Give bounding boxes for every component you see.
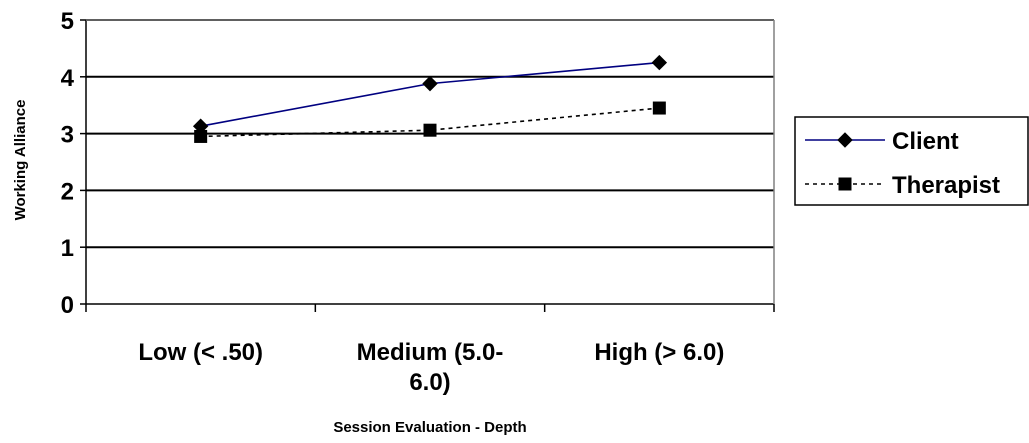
client-point	[422, 75, 438, 92]
x-tick-label: High (> 6.0)	[594, 339, 724, 366]
y-tick-label: 3	[61, 122, 74, 149]
x-tick-label: Medium (5.0-6.0)	[357, 339, 504, 396]
series	[192, 54, 668, 143]
therapist-point	[652, 101, 666, 115]
client-point	[651, 54, 668, 71]
legend-client-marker	[837, 132, 853, 148]
legend-client-label: Client	[892, 128, 959, 155]
y-tick-label: 2	[61, 178, 74, 205]
y-tick-labels: 0 1 2 3 4 5	[61, 8, 75, 319]
legend: Client Therapist	[794, 116, 1029, 206]
x-tick-label: Low (< .50)	[138, 339, 263, 366]
axes	[80, 19, 775, 312]
y-tick-label: 4	[61, 65, 75, 92]
y-tick-label: 5	[61, 8, 74, 35]
legend-box	[794, 116, 1029, 206]
therapist-point	[194, 129, 208, 143]
y-tick-label: 1	[61, 235, 74, 262]
legend-therapist-marker	[838, 177, 852, 191]
x-axis-title: Session Evaluation - Depth	[333, 419, 526, 436]
client-series-line	[200, 61, 660, 128]
therapist-point	[423, 123, 437, 137]
y-tick-label: 0	[61, 292, 74, 319]
legend-items: Client Therapist	[805, 128, 1000, 199]
legend-therapist-label: Therapist	[892, 172, 1000, 199]
x-tick-labels: Low (< .50) Medium (5.0-6.0) High (> 6.0)	[138, 339, 724, 396]
y-axis-title: Working Alliance	[12, 100, 29, 221]
